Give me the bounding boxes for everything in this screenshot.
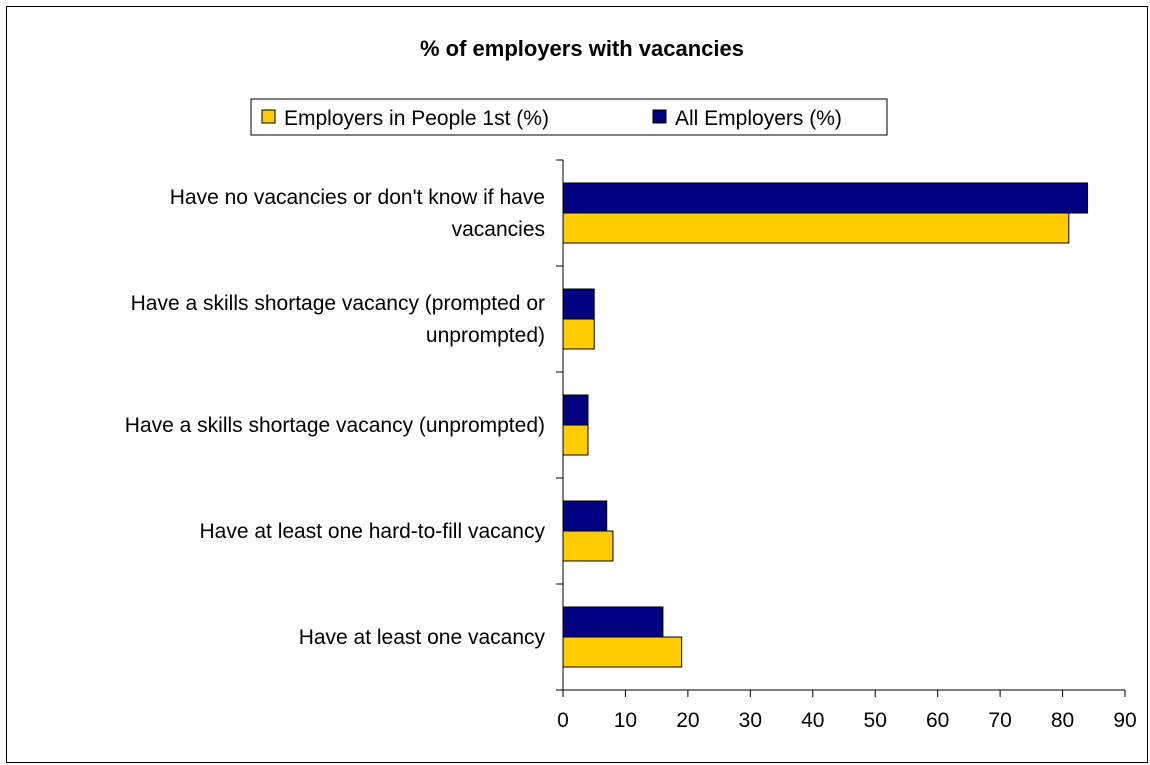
category-label-1: Have no vacancies or don't know if have [170,186,545,209]
bar-people1st-5 [562,636,683,668]
x-tick-label: 10 [614,709,637,732]
x-tick-label: 20 [676,709,699,732]
x-tick-label: 60 [926,709,949,732]
x-tick-label: 90 [1113,709,1136,732]
x-tick-label: 80 [1051,709,1074,732]
legend-label-1: Employers in People 1st (%) [284,107,549,130]
x-tick-label: 0 [557,709,569,732]
category-label-3: Have a skills shortage vacancy (unprompt… [125,414,545,437]
chart-title: % of employers with vacancies [420,36,744,61]
bar-all-employers-4 [562,500,608,532]
x-tick-label: 50 [864,709,887,732]
bar-people1st-1 [562,212,1070,244]
bar-people1st-3 [562,424,589,456]
x-tick-label: 40 [801,709,824,732]
bar-all-employers-2 [562,288,595,320]
legend-swatch-2 [652,109,667,124]
x-tick-label: 70 [988,709,1011,732]
category-label-2: unprompted) [426,324,545,347]
legend-swatch-1 [261,109,276,124]
category-label-1: vacancies [452,218,545,241]
x-tick-label: 30 [739,709,762,732]
bar-all-employers-5 [562,606,664,638]
bar-all-employers-3 [562,394,589,426]
legend-label-2: All Employers (%) [675,107,842,130]
bar-people1st-4 [562,530,614,562]
category-label-4: Have at least one hard-to-fill vacancy [199,520,545,543]
category-label-5: Have at least one vacancy [299,626,546,649]
bar-all-employers-1 [562,182,1089,214]
category-label-2: Have a skills shortage vacancy (prompted… [131,292,545,315]
legend-box [250,98,888,136]
bar-people1st-2 [562,318,595,350]
